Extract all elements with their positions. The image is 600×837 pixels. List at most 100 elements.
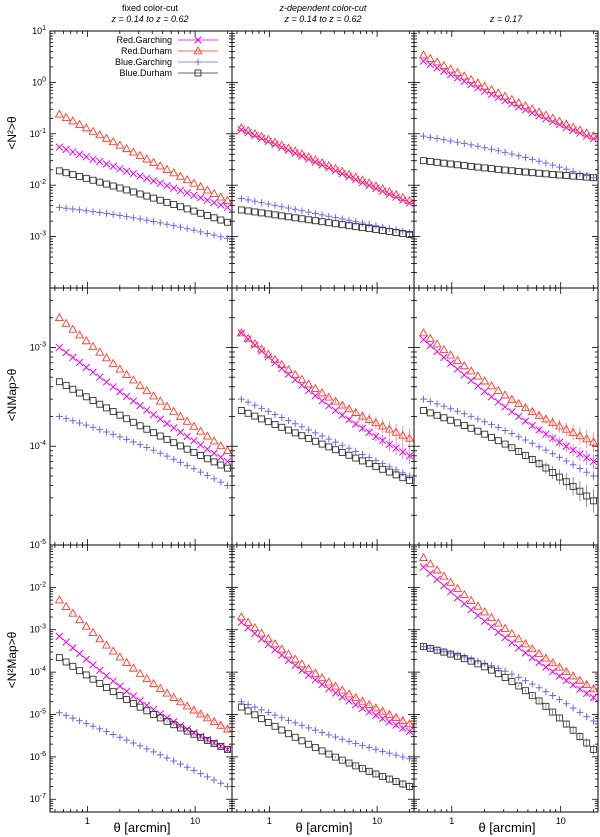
data-point: [426, 158, 434, 165]
data-point: [298, 432, 306, 440]
series-blue-durham: [55, 167, 231, 226]
panel-row3-col2: 1 10: [231, 544, 415, 826]
data-point: [298, 207, 306, 215]
data-point: [514, 398, 524, 408]
data-point: [352, 762, 360, 770]
data-point: [102, 378, 111, 386]
data-point: [330, 396, 341, 405]
data-point: [433, 411, 441, 419]
data-point: [453, 594, 462, 602]
data-point: [68, 608, 78, 617]
data-point: [82, 363, 91, 372]
data-point: [89, 368, 97, 377]
data-point: [244, 409, 252, 417]
data-point: [372, 770, 380, 778]
data-point: [297, 374, 307, 383]
data-point: [149, 410, 158, 419]
data-point: [569, 726, 577, 734]
data-point: [549, 469, 557, 476]
data-point: [507, 394, 517, 403]
data-point: [62, 712, 70, 719]
data-point: [452, 355, 463, 364]
data-point: [474, 142, 482, 150]
series-red-durham: [236, 123, 415, 204]
x-axis-labels: θ [arcmin] θ [arcmin] θ [arcmin]: [113, 820, 535, 835]
data-point: [446, 359, 455, 368]
data-point: [332, 220, 340, 228]
data-point: [82, 671, 90, 679]
data-point: [129, 418, 137, 426]
data-point: [467, 655, 475, 663]
data-point: [474, 382, 482, 390]
data-point: [149, 705, 158, 714]
data-point: [459, 71, 469, 80]
data-point: [447, 650, 455, 658]
data-point: [331, 689, 340, 697]
data-point: [244, 398, 252, 406]
data-point: [244, 701, 252, 708]
data-point: [148, 157, 159, 166]
data-point: [55, 654, 63, 662]
data-point: [404, 718, 415, 728]
data-point: [305, 426, 313, 434]
data-point: [385, 228, 393, 235]
series-blue-garching: [55, 709, 231, 790]
y-tick-label: 10-3: [30, 341, 46, 352]
data-point: [583, 713, 591, 721]
data-point: [542, 688, 550, 696]
data-point: [75, 150, 84, 159]
data-point: [364, 178, 374, 187]
panel-row1-col1: 101 100 10-1 10-2 10-3: [30, 25, 233, 289]
data-point: [190, 465, 198, 473]
data-point: [129, 692, 138, 700]
data-point: [116, 387, 124, 396]
data-point: [474, 660, 482, 668]
data-point: [190, 207, 198, 215]
data-point: [392, 229, 400, 236]
data-point: [135, 380, 145, 389]
data-point: [541, 653, 551, 662]
data-point: [433, 158, 441, 166]
data-point: [501, 403, 509, 411]
data-point: [365, 454, 373, 461]
series-blue-garching: [55, 203, 231, 242]
data-point: [372, 457, 380, 464]
data-point: [576, 708, 584, 716]
data-point: [568, 122, 578, 131]
data-point: [467, 424, 475, 432]
data-point: [82, 153, 91, 161]
data-point: [183, 432, 191, 441]
data-point: [541, 414, 551, 423]
data-point: [404, 433, 415, 442]
data-point: [129, 699, 137, 707]
data-point: [250, 623, 260, 632]
data-point: [515, 433, 523, 441]
data-point: [244, 196, 252, 204]
y-tick-label: 10-3: [30, 231, 46, 242]
series-blue-durham: [420, 157, 597, 182]
data-point: [89, 661, 97, 669]
legend: Red.Garching Red.Durham Blue.Garching Bl…: [115, 35, 218, 78]
data-point: [418, 328, 429, 337]
data-point: [590, 745, 597, 753]
data-point: [101, 640, 112, 649]
data-point: [318, 440, 326, 448]
data-point: [357, 175, 368, 184]
data-point: [290, 369, 300, 379]
data-point: [582, 454, 591, 462]
data-point: [569, 446, 577, 454]
y-tick-label: 101: [32, 25, 46, 36]
data-point: [82, 655, 91, 664]
data-point: [305, 435, 313, 442]
data-point: [406, 472, 413, 480]
data-point: [217, 201, 225, 209]
data-point: [62, 348, 70, 357]
data-point: [217, 742, 225, 750]
data-point: [55, 413, 63, 420]
data-point: [82, 421, 90, 429]
data-point: [108, 136, 118, 146]
data-point: [548, 667, 557, 676]
data-point: [55, 143, 64, 151]
data-point: [371, 417, 381, 427]
data-point: [406, 477, 413, 484]
